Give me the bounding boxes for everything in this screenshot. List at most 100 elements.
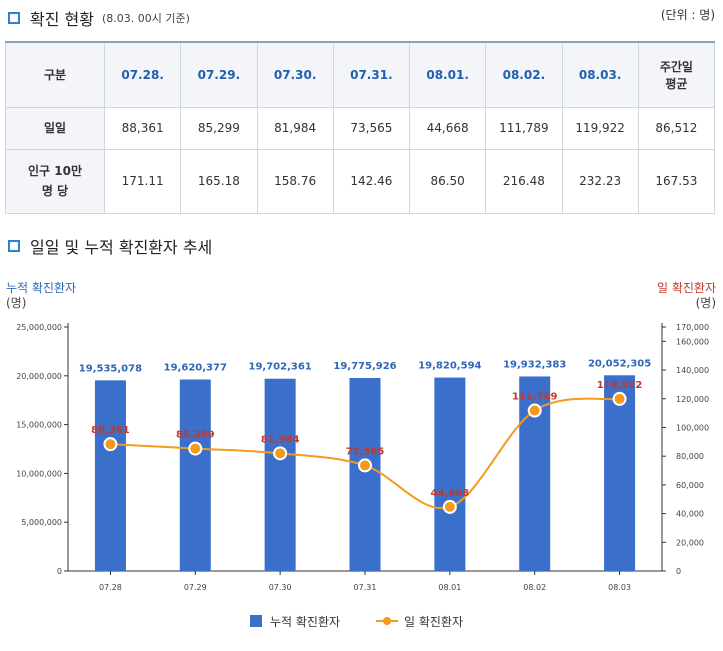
bar [434, 377, 466, 571]
legend-line-label: 일 확진환자 [404, 615, 463, 629]
line-value-label: 85,299 [176, 430, 215, 441]
line-value-label: 88,361 [91, 425, 130, 436]
line-point [188, 441, 203, 456]
table-cell: 142.46 [332, 148, 411, 214]
table-header-row: 구분 07.28. 07.29. 07.30. 07.31. 08.01. 08… [5, 41, 716, 108]
line-value-label: 81,984 [261, 434, 300, 445]
left-tick-label: 0 [57, 567, 62, 576]
bar-value-label: 20,052,305 [588, 358, 651, 369]
table-row-daily: 일일 88,361 85,299 81,984 73,565 44,668 11… [5, 106, 716, 150]
table-cell-average: 86,512 [637, 106, 716, 150]
bullet-square-icon [8, 12, 20, 24]
table-cell: 44,668 [408, 106, 487, 150]
header-date: 08.01. [408, 41, 487, 108]
left-tick-label: 20,000,000 [16, 372, 62, 381]
bar [179, 379, 211, 571]
x-tick-label: 07.29 [184, 583, 207, 592]
bar-value-label: 19,775,926 [333, 361, 396, 372]
x-tick-label: 08.01 [438, 583, 461, 592]
row-label: 인구 10만 명 당 [5, 148, 105, 214]
table-cell-average: 167.53 [637, 148, 716, 214]
left-tick-label: 25,000,000 [16, 323, 62, 332]
section-header-status: 확진 현황 (8.03. 00시 기준) [8, 6, 190, 30]
table-cell: 85,299 [180, 106, 258, 150]
table-cell: 81,984 [256, 106, 334, 150]
bar [349, 377, 381, 571]
bar [94, 380, 126, 571]
bar-value-label: 19,535,078 [79, 363, 142, 374]
line-point [442, 499, 457, 514]
right-tick-label: 80,000 [676, 452, 704, 461]
header-date: 08.02. [485, 41, 563, 108]
table-cell: 232.23 [561, 148, 639, 214]
table-cell: 88,361 [103, 106, 182, 150]
bar-value-label: 19,820,594 [418, 361, 481, 372]
right-tick-label: 140,000 [676, 366, 709, 375]
right-tick-label: 40,000 [676, 510, 704, 519]
header-date: 07.29. [180, 41, 258, 108]
x-tick-label: 07.28 [99, 583, 122, 592]
legend-bar-swatch [250, 615, 262, 627]
header-avg-line1: 주간일 [659, 59, 693, 74]
right-tick-label: 120,000 [676, 395, 709, 404]
left-tick-label: 5,000,000 [21, 518, 62, 527]
line-value-label: 44,668 [431, 488, 470, 499]
header-label: 구분 [5, 41, 105, 108]
section-title: 확진 현황 [30, 10, 94, 29]
table-cell: 73,565 [332, 106, 411, 150]
row-label-line1: 일일 [43, 121, 67, 135]
left-tick-label: 10,000,000 [16, 469, 62, 478]
unit-label: (단위 : 명) [660, 8, 715, 22]
plot-area: 0 5,000,000 10,000,000 15,000,000 20,000,000… [16, 323, 709, 629]
line-point [273, 446, 288, 461]
row-label-line2: 명 당 [41, 184, 69, 198]
bullet-square-icon [8, 240, 20, 252]
right-tick-label: 160,000 [676, 337, 709, 346]
trend-chart: 누적 확진환자 (명) 일 확진환자 (명) 0 5,000,000 10,000,… [6, 281, 716, 629]
row-label-line1: 인구 10만 [28, 164, 82, 178]
left-axis-title: 누적 확진환자 [6, 281, 76, 295]
line-value-label: 111,789 [512, 392, 558, 403]
header-weekly-average: 주간일 평균 [637, 41, 716, 108]
line-point [358, 458, 372, 473]
x-tick-label: 08.02 [523, 583, 546, 592]
x-tick-label: 08.03 [608, 583, 631, 592]
right-tick-label: 60,000 [676, 481, 704, 490]
right-tick-label: 100,000 [676, 423, 709, 432]
line-value-label: 73,565 [346, 446, 385, 457]
table-cell: 111,789 [485, 106, 563, 150]
line-point [527, 403, 542, 418]
header-date: 07.28. [103, 41, 182, 108]
bar [604, 375, 636, 571]
table-row-per-100k: 인구 10만 명 당 171.11 165.18 158.76 142.46 8… [5, 148, 716, 214]
bar-value-label: 19,620,377 [164, 363, 227, 374]
legend-line-marker [383, 617, 391, 625]
right-tick-label: 170,000 [676, 323, 709, 332]
header-date: 08.03. [561, 41, 639, 108]
table-cell: 171.11 [103, 148, 182, 214]
line-point [612, 391, 627, 406]
right-axis-title: 일 확진환자 [657, 281, 716, 295]
right-axis-unit: (명) [696, 296, 716, 310]
x-tick-label: 07.30 [269, 583, 292, 592]
table-cell: 119,922 [561, 106, 639, 150]
table-cell: 158.76 [256, 148, 334, 214]
line-point [103, 437, 118, 452]
header-avg-line2: 평균 [665, 76, 688, 91]
section-subtitle: (8.03. 00시 기준) [101, 12, 190, 25]
table-cell: 165.18 [180, 148, 258, 214]
left-axis-unit: (명) [6, 296, 26, 310]
right-tick-label: 20,000 [676, 538, 704, 547]
status-table: 구분 07.28. 07.29. 07.30. 07.31. 08.01. 08… [5, 41, 716, 214]
right-tick-label: 0 [676, 567, 681, 576]
x-tick-label: 07.31 [354, 583, 377, 592]
left-tick-label: 15,000,000 [16, 421, 62, 430]
bar [264, 378, 296, 571]
table-cell: 86.50 [408, 148, 487, 214]
header-date: 07.31. [332, 41, 411, 108]
header-date: 07.30. [256, 41, 334, 108]
table-cell: 216.48 [485, 148, 563, 214]
section-title: 일일 및 누적 확진환자 추세 [30, 238, 213, 257]
line-value-label: 119,922 [597, 380, 643, 391]
bar-value-label: 19,932,383 [503, 359, 566, 370]
